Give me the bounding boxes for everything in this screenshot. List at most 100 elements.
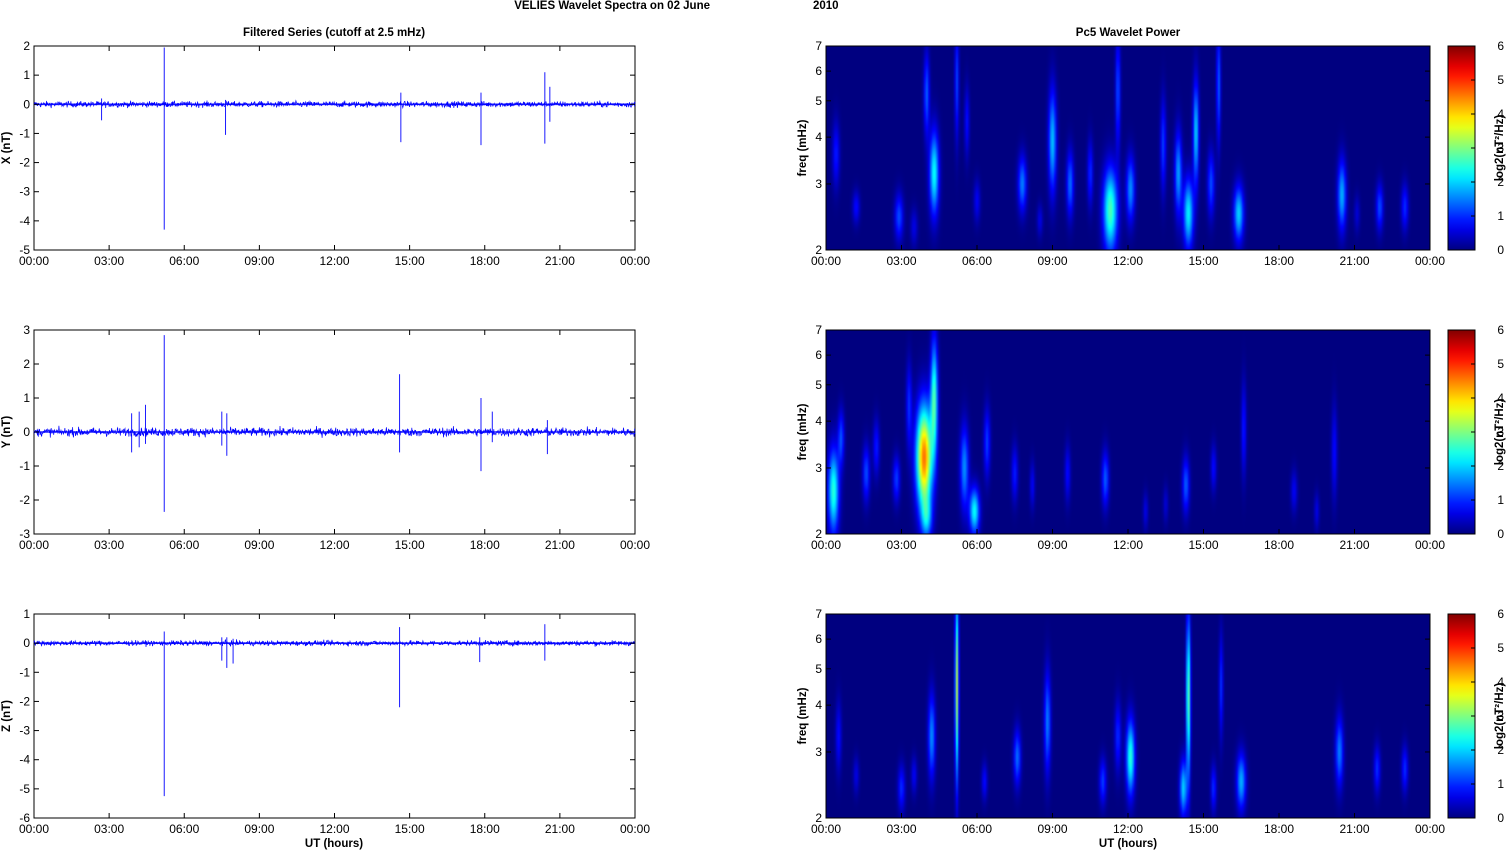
ytick-label: 6 — [815, 64, 822, 78]
ytick-label: 6 — [815, 348, 822, 362]
wv-xtick-label: 09:00 — [1037, 254, 1067, 268]
colorbar-tick-label: 4 — [1497, 391, 1504, 405]
ts-xtick-label: 00:00 — [620, 538, 650, 552]
ytick-label: 2 — [23, 39, 30, 53]
wv-xtick-label: 03:00 — [886, 822, 916, 836]
ts-xtick-label: 00:00 — [19, 254, 49, 268]
wavelet-power-image — [826, 46, 1430, 250]
z-component-panel: -6 -5 -4 -3 -2 -1 0 1 00:00 03:00 06:00 09:00 12:00 1… — [1, 607, 650, 836]
ts-xtick-label: 06:00 — [169, 254, 199, 268]
ytick-label: 5 — [815, 94, 822, 108]
ytick-label: -3 — [19, 724, 30, 738]
wv-xtick-label: 00:00 — [1415, 254, 1445, 268]
wv-xtick-label: 09:00 — [1037, 538, 1067, 552]
ytick-label: -4 — [19, 214, 30, 228]
x-component-panel: -5 -4 -3 -2 -1 0 1 2 00:00 03:00 06:00 09:00 12:00 15… — [1, 39, 650, 268]
colorbar-label: log2(nT²/Hz) — [1494, 399, 1506, 466]
colorbar-tick-label: 4 — [1497, 675, 1504, 689]
ytick-label: -2 — [19, 156, 30, 170]
y-component-panel: -3 -2 -1 0 1 2 3 00:00 03:00 06:00 09:00 12:00 15:00… — [1, 323, 650, 552]
ts-xtick-label: 18:00 — [470, 822, 500, 836]
ytick-label: 2 — [23, 357, 30, 371]
colorbar-label: log2(nT²/Hz) — [1494, 115, 1506, 182]
wv-xtick-label: 00:00 — [1415, 538, 1445, 552]
ytick-label: 7 — [815, 323, 822, 337]
plot-area — [33, 613, 636, 819]
wv-xtick-label: 15:00 — [1188, 822, 1218, 836]
colorbar-label: log2(nT²/Hz) — [1494, 683, 1506, 750]
colorbar — [1447, 45, 1476, 251]
ylabel: freq (mHz) — [797, 687, 809, 744]
ytick-label: 6 — [815, 632, 822, 646]
wv-xtick-label: 00:00 — [811, 822, 841, 836]
colorbar-tick-label: 1 — [1497, 777, 1504, 791]
wv-xtick-label: 06:00 — [962, 254, 992, 268]
wv-xtick-label: 00:00 — [1415, 822, 1445, 836]
wv-xtick-label: 00:00 — [811, 254, 841, 268]
colorbar-tick-label: 3 — [1497, 141, 1504, 155]
ytick-label: -3 — [19, 185, 30, 199]
ylabel: X (nT) — [1, 132, 13, 165]
x-wavelet-panel: 2 3 4 5 6 7 00:00 03:00 06:00 09:00 12:00 15:00 18:0… — [797, 39, 1506, 268]
ytick-label: -6 — [19, 811, 30, 825]
wv-xtick-label: 18:00 — [1264, 822, 1294, 836]
colorbar-tick-label: 0 — [1497, 527, 1504, 541]
ylabel: freq (mHz) — [797, 119, 809, 176]
ts-xtick-label: 21:00 — [545, 538, 575, 552]
ytick-label: 7 — [815, 607, 822, 621]
ytick-label: -4 — [19, 753, 30, 767]
colorbar-tick-label: 0 — [1497, 811, 1504, 825]
ytick-label: -2 — [19, 493, 30, 507]
ytick-label: 7 — [815, 39, 822, 53]
ts-xtick-label: 00:00 — [19, 538, 49, 552]
y-wavelet-panel: 2 3 4 5 6 7 00:00 03:00 06:00 09:00 12:00 15:00 18:0… — [797, 323, 1506, 552]
ytick-label: 1 — [23, 391, 30, 405]
left-xlabel: UT (hours) — [305, 838, 363, 850]
wv-xtick-label: 09:00 — [1037, 822, 1067, 836]
ytick-label: -1 — [19, 459, 30, 473]
wv-xtick-label: 21:00 — [1339, 538, 1369, 552]
ytick-label: -1 — [19, 665, 30, 679]
ytick-label: 2 — [815, 811, 822, 825]
wv-xtick-label: 21:00 — [1339, 822, 1369, 836]
ytick-label: 3 — [815, 461, 822, 475]
colorbar-tick-label: 1 — [1497, 209, 1504, 223]
colorbar-tick-label: 5 — [1497, 641, 1504, 655]
ts-xtick-label: 00:00 — [620, 822, 650, 836]
ytick-label: 0 — [23, 425, 30, 439]
colorbar — [1447, 613, 1476, 819]
ytick-label: 5 — [815, 662, 822, 676]
colorbar-tick-label: 3 — [1497, 709, 1504, 723]
ytick-label: -5 — [19, 782, 30, 796]
ts-xtick-label: 03:00 — [94, 822, 124, 836]
colorbar-tick-label: 5 — [1497, 357, 1504, 371]
ts-xtick-label: 15:00 — [395, 538, 425, 552]
colorbar-tick-label: 2 — [1497, 743, 1504, 757]
ytick-label: 0 — [23, 97, 30, 111]
wv-xtick-label: 03:00 — [886, 538, 916, 552]
colorbar-tick-label: 2 — [1497, 459, 1504, 473]
wv-xtick-label: 12:00 — [1113, 254, 1143, 268]
ytick-label: 3 — [815, 745, 822, 759]
colorbar — [1447, 329, 1476, 535]
ytick-label: 2 — [815, 243, 822, 257]
ytick-label: 5 — [815, 378, 822, 392]
colorbar-tick-label: 5 — [1497, 73, 1504, 87]
z-wavelet-panel: 2 3 4 5 6 7 00:00 03:00 06:00 09:00 12:00 15:00 18:0… — [797, 607, 1506, 836]
ts-xtick-label: 12:00 — [319, 538, 349, 552]
wv-xtick-label: 12:00 — [1113, 822, 1143, 836]
wv-xtick-label: 15:00 — [1188, 254, 1218, 268]
wv-xtick-label: 12:00 — [1113, 538, 1143, 552]
ytick-label: 3 — [815, 177, 822, 191]
wv-xtick-label: 00:00 — [811, 538, 841, 552]
wv-xtick-label: 18:00 — [1264, 538, 1294, 552]
ts-xtick-label: 15:00 — [395, 822, 425, 836]
wv-xtick-label: 06:00 — [962, 822, 992, 836]
suptitle-year: 2010 — [813, 0, 839, 12]
ts-xtick-label: 09:00 — [244, 822, 274, 836]
ts-xtick-label: 12:00 — [319, 822, 349, 836]
ytick-label: 4 — [815, 698, 822, 712]
ylabel: freq (mHz) — [797, 403, 809, 460]
ts-xtick-label: 21:00 — [545, 254, 575, 268]
ts-xtick-label: 00:00 — [19, 822, 49, 836]
